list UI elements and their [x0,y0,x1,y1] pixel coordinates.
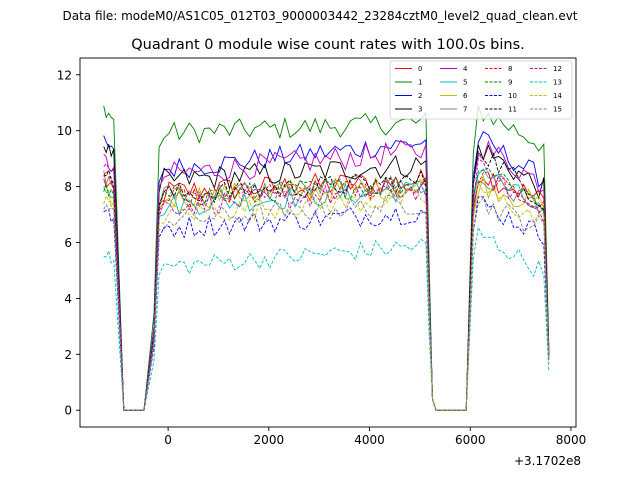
series-line-15 [103,195,550,411]
y-tick-label: 8 [64,180,72,194]
x-tick-label: 4000 [354,433,385,447]
series-line-8 [103,170,550,411]
legend-label-2: 2 [418,92,422,100]
series-line-7 [103,170,550,411]
legend-label-15: 15 [553,106,562,114]
legend-label-13: 13 [553,79,562,87]
x-tick-label: 2000 [254,433,285,447]
y-tick-label: 2 [64,348,72,362]
y-tick-label: 10 [57,124,72,138]
legend-label-11: 11 [508,106,517,114]
legend-label-8: 8 [508,65,512,73]
series-line-12 [103,157,550,411]
y-tick-label: 6 [64,236,72,250]
x-offset-label: +3.1702e8 [514,454,581,468]
y-tick-label: 4 [64,292,72,306]
legend-label-1: 1 [418,79,422,87]
y-tick-label: 0 [64,404,72,418]
legend-label-4: 4 [463,65,468,73]
legend-label-10: 10 [508,92,517,100]
series-line-11 [103,150,550,411]
chart-title: Quadrant 0 module wise count rates with … [131,37,525,53]
x-tick-label: 0 [164,433,172,447]
series-line-2 [103,131,550,411]
series-line-13 [103,226,550,411]
data-file-label: Data file: modeM0/AS1C05_012T03_90000034… [62,9,577,23]
x-tick-label: 6000 [455,433,486,447]
series-line-14 [103,181,550,411]
legend-label-9: 9 [508,79,512,87]
legend-label-7: 7 [463,106,467,114]
legend-label-12: 12 [553,65,562,73]
legend-label-5: 5 [463,79,467,87]
legend-box [389,60,573,120]
legend-label-0: 0 [418,65,422,73]
series-line-6 [103,175,550,411]
legend-label-14: 14 [553,92,562,100]
x-tick-label: 8000 [556,433,587,447]
series-line-1 [103,105,550,411]
y-tick-label: 12 [57,68,72,82]
legend-label-6: 6 [463,92,468,100]
legend-label-3: 3 [418,106,422,114]
